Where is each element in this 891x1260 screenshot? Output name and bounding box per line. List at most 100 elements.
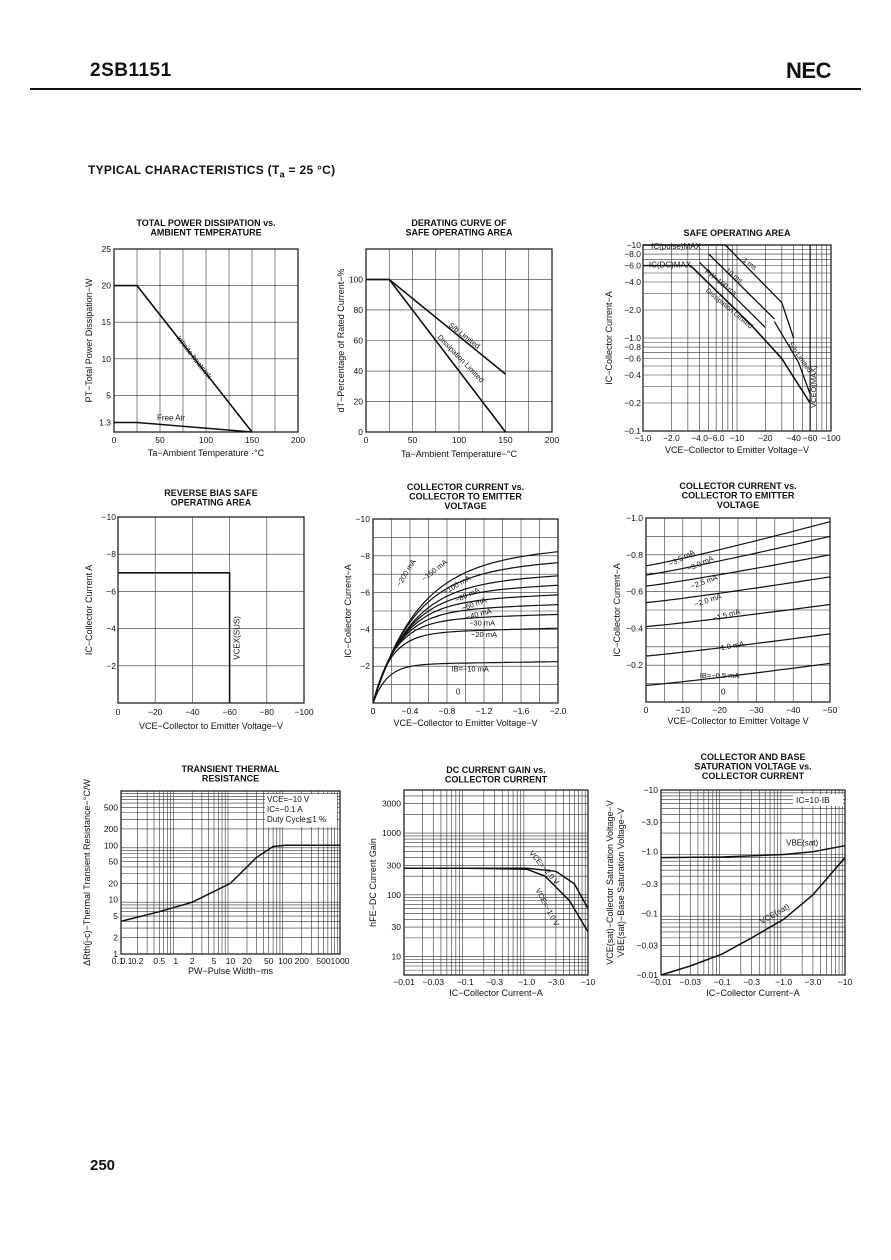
saturation-voltage-ylabel-vce: VCE(sat)−Collector Saturation Voltage−V — [605, 800, 615, 965]
collector-current-vs-vce-small-label-3: −2.0 mA — [693, 592, 723, 609]
transient-thermal-resistance-ytick: 5 — [113, 911, 118, 921]
total-power-dissipation-ylabel: PT−Total Power Dissipation−W — [84, 278, 94, 403]
transient-thermal-resistance-xtick: 0.1 — [121, 956, 133, 966]
collector-current-vs-vce-small-xtick: −50 — [823, 705, 838, 715]
collector-current-vs-vce-ytick: −6 — [360, 588, 370, 598]
collector-current-vs-vce-small-ylabel: IC−Collector Current−A — [612, 563, 622, 657]
dc-current-gain-ylabel: hFE−DC Current Gain — [368, 838, 378, 927]
safe-operating-area-ytick: −0.2 — [624, 398, 641, 408]
safe-operating-area-xtick: −4.0 — [691, 433, 708, 443]
reverse-bias-soa-ytick: −2 — [106, 661, 116, 671]
saturation-voltage-ylabel-vbe: VBE(sat)−Base Saturation Voltage−V — [616, 808, 626, 957]
collector-current-vs-vce-small-series-2 — [645, 603, 831, 628]
derating-curve-title-line: SAFE OPERATING AREA — [405, 228, 513, 238]
derating-curve-xtick: 150 — [498, 435, 512, 445]
collector-current-vs-vce-series-3 — [372, 604, 559, 704]
saturation-voltage-series-0 — [660, 844, 846, 859]
safe-operating-area-xtick: −100 — [821, 433, 840, 443]
collector-current-vs-vce-xtick: 0 — [371, 706, 376, 716]
dc-current-gain-series-0 — [404, 867, 589, 909]
collector-current-vs-vce-small-ytick: −1.0 — [626, 513, 643, 523]
collector-current-vs-vce-small-title-line: COLLECTOR CURRENT vs. — [679, 481, 796, 491]
reverse-bias-soa-ytick: −4 — [106, 624, 116, 634]
saturation-voltage-xlabel: IC−Collector Current−A — [706, 988, 800, 998]
dc-current-gain-xtick: −10 — [581, 977, 596, 987]
safe-operating-area-xtick: −20 — [758, 433, 773, 443]
saturation-voltage-ytick: −0.01 — [636, 970, 658, 980]
safe-operating-area-ytick: −0.4 — [624, 370, 641, 380]
safe-operating-area-xtick: −10 — [730, 433, 745, 443]
dc-current-gain-series-1 — [404, 867, 589, 933]
dc-current-gain-xlabel: IC−Collector Current−A — [449, 988, 543, 998]
saturation-voltage-xtick: −0.3 — [743, 977, 760, 987]
reverse-bias-soa-ytick: −6 — [106, 586, 116, 596]
collector-current-vs-vce-small-xtick: −30 — [749, 705, 764, 715]
derating-curve-title-line: DERATING CURVE OF — [411, 218, 507, 228]
collector-current-vs-vce-small-xtick: −40 — [786, 705, 801, 715]
saturation-voltage-label-vce: VCE(sat) — [758, 902, 791, 926]
collector-current-vs-vce-xtick: −0.4 — [402, 706, 419, 716]
dc-current-gain-ytick: 3000 — [382, 799, 401, 809]
transient-thermal-resistance-note: IC=−0.1 A — [267, 805, 303, 814]
transient-thermal-resistance-xtick: 2 — [190, 956, 195, 966]
collector-current-vs-vce-small-series-3 — [645, 576, 831, 604]
safe-operating-area-label-pulse: IC(pulse)MAX — [651, 242, 701, 251]
collector-current-vs-vce-small-label-2: −1.5 mA — [712, 607, 742, 623]
reverse-bias-soa-ylabel: IC−Collector Current A — [84, 565, 94, 655]
derating-curve-ytick: 40 — [354, 366, 364, 376]
derating-curve-ytick: 100 — [349, 275, 363, 285]
dc-current-gain-title-line: DC CURRENT GAIN vs. — [446, 765, 546, 775]
collector-current-vs-vce-small-title-line: COLLECTOR TO EMITTER — [682, 491, 795, 501]
saturation-voltage-ytick: −3.0 — [641, 817, 658, 827]
collector-current-vs-vce-small-xtick: −10 — [676, 705, 691, 715]
total-power-dissipation-ytick: 25 — [102, 244, 112, 254]
transient-thermal-resistance-ytick: 500 — [104, 802, 118, 812]
dc-current-gain-xtick: −1.0 — [518, 977, 535, 987]
transient-thermal-resistance-title-line: RESISTANCE — [202, 774, 259, 784]
total-power-dissipation-xtick: 150 — [245, 435, 259, 445]
reverse-bias-soa-label-vcex: VCEX(SUS) — [233, 616, 242, 660]
section-title: TYPICAL CHARACTERISTICS (Ta = 25 °C) — [88, 163, 335, 179]
safe-operating-area-ytick: −2.0 — [624, 305, 641, 315]
collector-current-vs-vce-series-0 — [372, 661, 558, 704]
saturation-voltage-xtick: −0.01 — [650, 977, 672, 987]
collector-current-vs-vce-xtick: −0.8 — [439, 706, 456, 716]
saturation-voltage-title-line: SATURATION VOLTAGE vs. — [694, 762, 811, 772]
total-power-dissipation-title-line: AMBIENT TEMPERATURE — [150, 228, 261, 238]
safe-operating-area-xtick: −1.0 — [635, 433, 652, 443]
collector-current-vs-vce-small-series-1 — [645, 633, 831, 657]
collector-current-vs-vce-title-line: COLLECTOR CURRENT vs. — [407, 482, 524, 492]
transient-thermal-resistance-xtick: 200 — [295, 956, 309, 966]
transient-thermal-resistance-note: VCE=−10 V — [267, 795, 310, 804]
safe-operating-area-series-1ms — [724, 244, 795, 339]
collector-current-vs-vce-xlabel: VCE−Collector to Emitter Voltage−V — [393, 718, 537, 728]
saturation-voltage-frame — [660, 789, 846, 976]
collector-current-vs-vce-series-2 — [372, 613, 559, 704]
collector-current-vs-vce-xtick: −1.6 — [513, 706, 530, 716]
collector-current-vs-vce-small-xtick: 0 — [644, 705, 649, 715]
collector-current-vs-vce-series-4 — [372, 594, 559, 704]
transient-thermal-resistance-xtick: 10 — [226, 956, 236, 966]
transient-thermal-resistance-ylabel: ΔRth(j-c)−Thermal Transient Resistance−°… — [82, 779, 92, 966]
saturation-voltage-xtick: −0.1 — [714, 977, 731, 987]
derating-curve-xtick: 200 — [545, 435, 559, 445]
part-number: 2SB1151 — [90, 60, 172, 81]
transient-thermal-resistance-ytick: 100 — [104, 840, 118, 850]
total-power-dissipation-ytick: 15 — [102, 317, 112, 327]
transient-thermal-resistance-notes-bg — [265, 794, 337, 827]
derating-curve-xtick: 100 — [452, 435, 466, 445]
total-power-dissipation-series-free-air — [114, 421, 253, 433]
transient-thermal-resistance-ytick: 2 — [113, 933, 118, 943]
dc-current-gain-label-1: VCE=−1.0 V — [534, 887, 562, 928]
total-power-dissipation-ytick: 5 — [106, 390, 111, 400]
collector-current-vs-vce-small-label-zero: 0 — [721, 688, 726, 697]
collector-current-vs-vce-small-series-5 — [645, 535, 831, 576]
collector-current-vs-vce-small-series-6 — [645, 521, 831, 567]
collector-current-vs-vce-series-1 — [372, 627, 559, 704]
collector-current-vs-vce-small-label-1: −1.0 mA — [716, 639, 745, 653]
total-power-dissipation-xtick: 0 — [112, 435, 117, 445]
safe-operating-area-xtick: −6.0 — [708, 433, 725, 443]
saturation-voltage-ytick: −0.1 — [641, 908, 658, 918]
saturation-voltage-xtick: −3.0 — [805, 977, 822, 987]
safe-operating-area-xtick: −60 — [803, 433, 818, 443]
